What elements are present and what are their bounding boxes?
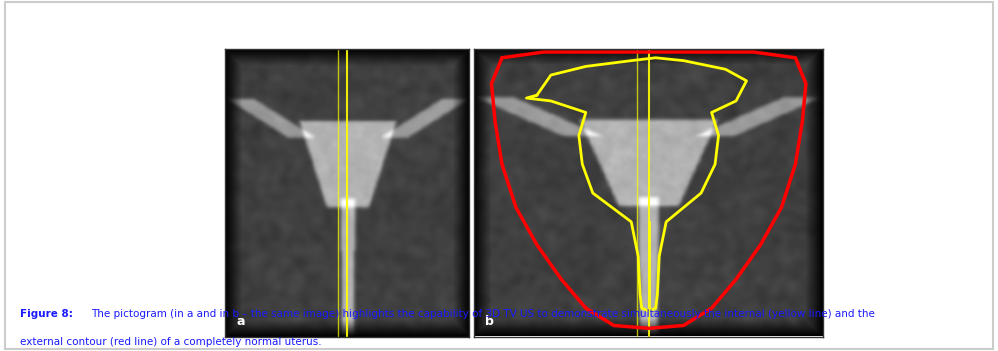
Text: external contour (red line) of a completely normal uterus.: external contour (red line) of a complet… xyxy=(20,337,321,347)
Text: a: a xyxy=(237,315,246,328)
Text: Figure 8:: Figure 8: xyxy=(20,309,77,319)
Text: b: b xyxy=(484,315,493,328)
Text: The pictogram (in a and in b – the same image) highlights the capability of 3D T: The pictogram (in a and in b – the same … xyxy=(91,309,874,319)
